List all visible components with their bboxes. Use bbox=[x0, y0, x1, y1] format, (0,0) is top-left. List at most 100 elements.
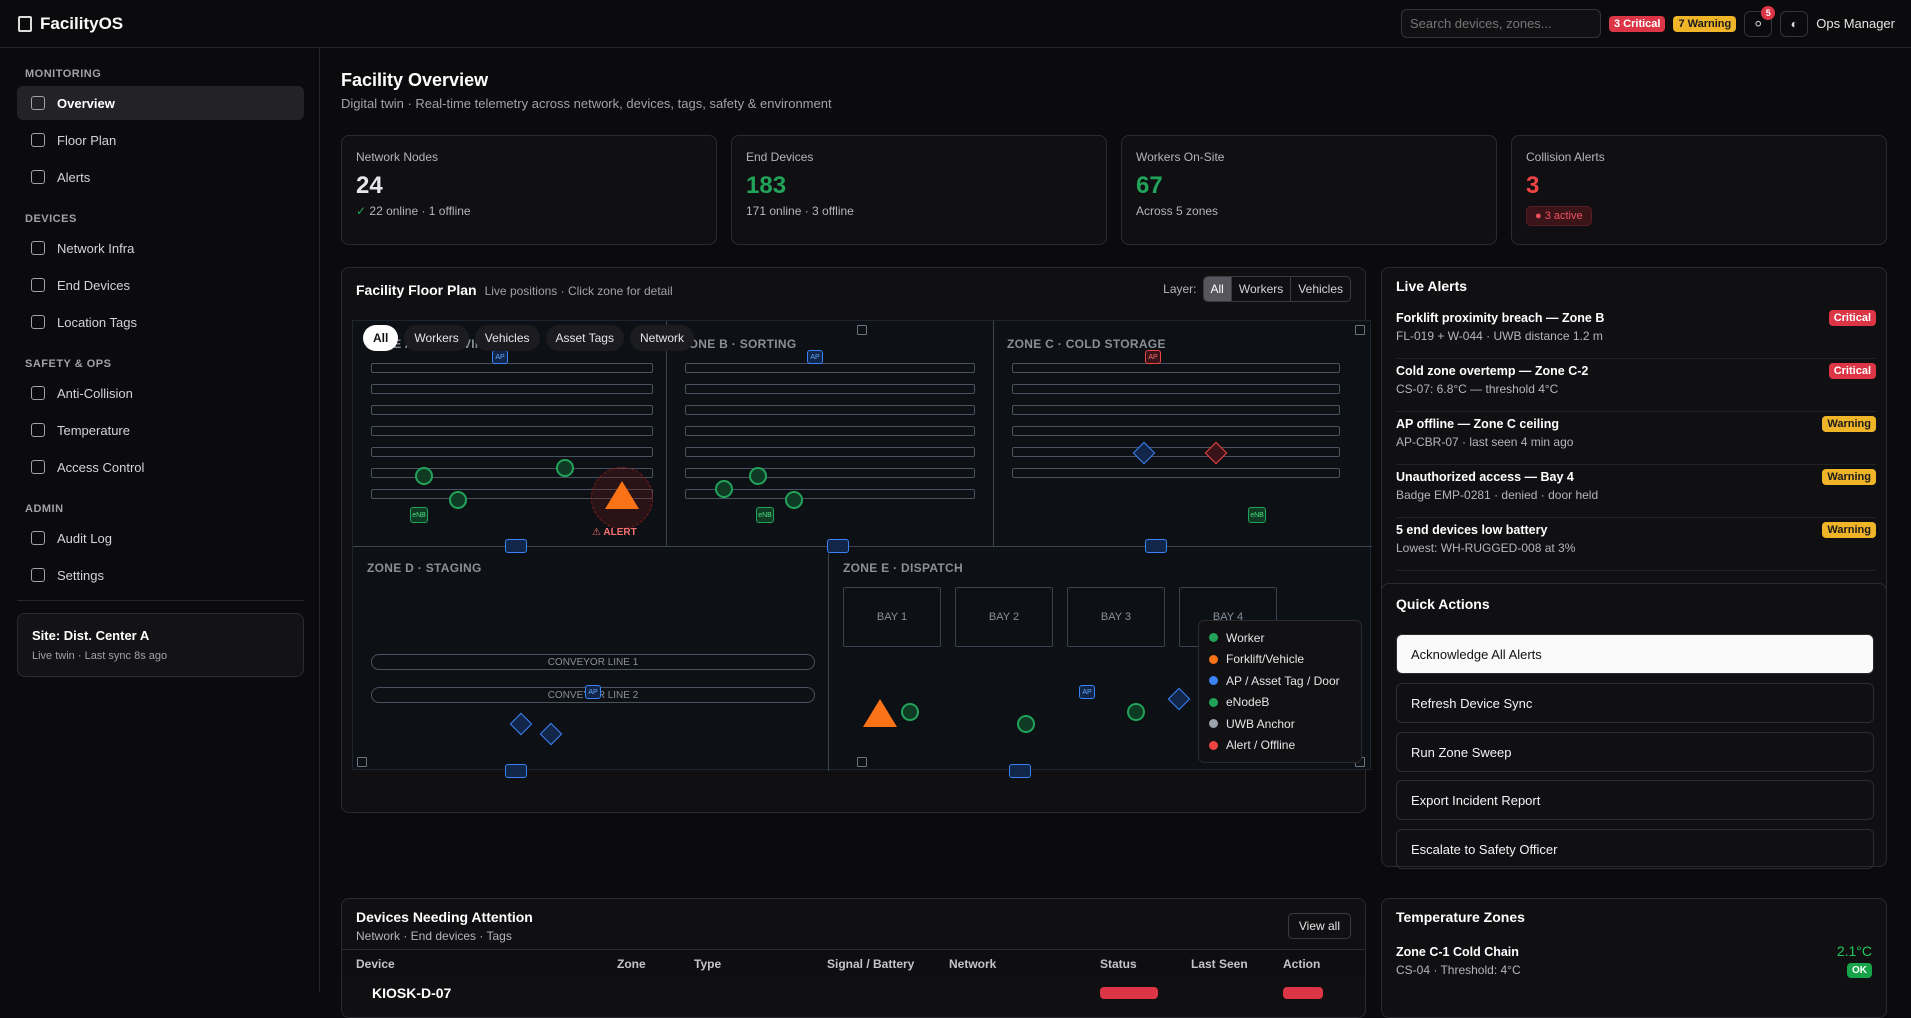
column-header[interactable]: Action bbox=[1283, 957, 1321, 971]
sidebar-item-floor-plan[interactable]: Floor Plan bbox=[17, 123, 304, 157]
run-zone-sweep-button[interactable]: Run Zone Sweep bbox=[1396, 732, 1874, 772]
sidebar-item-anti-collision[interactable]: Anti-Collision bbox=[17, 376, 304, 410]
stat-card-workers[interactable]: Workers On-Site 67 Across 5 zones bbox=[1121, 135, 1497, 245]
sidebar-item-label: Settings bbox=[57, 567, 104, 583]
layer-vehicles-button[interactable]: Vehicles bbox=[1290, 277, 1350, 301]
escalate-safety-officer-button[interactable]: Escalate to Safety Officer bbox=[1396, 829, 1874, 869]
asset-tag-alert[interactable] bbox=[1204, 441, 1228, 465]
bell-icon: ⚪ bbox=[1753, 16, 1764, 31]
forklift-marker[interactable] bbox=[605, 481, 639, 509]
worker-marker[interactable] bbox=[1127, 703, 1145, 721]
layer-all-button[interactable]: All bbox=[1203, 277, 1231, 301]
asset-tag[interactable] bbox=[509, 712, 533, 736]
worker-marker[interactable] bbox=[556, 459, 574, 477]
sidebar-item-temperature[interactable]: Temperature bbox=[17, 413, 304, 447]
alert-item[interactable]: Unauthorized access — Bay 4 Badge EMP-02… bbox=[1396, 465, 1876, 518]
door-sensor[interactable] bbox=[505, 764, 527, 778]
warning-badge[interactable]: 7 Warning bbox=[1673, 15, 1737, 32]
sidebar-item-access-control[interactable]: Access Control bbox=[17, 450, 304, 484]
device-name-cell[interactable]: KIOSK-D-07 bbox=[372, 985, 452, 1001]
access-point[interactable]: AP bbox=[807, 350, 823, 364]
stat-sub: ✓ 22 online · 1 offline bbox=[356, 204, 702, 218]
uwb-anchor[interactable] bbox=[857, 757, 867, 767]
critical-badge[interactable]: 3 Critical bbox=[1609, 15, 1666, 32]
alert-item[interactable]: Forklift proximity breach — Zone B FL-01… bbox=[1396, 306, 1876, 359]
chip-asset-tags[interactable]: Asset Tags bbox=[545, 325, 624, 351]
alert-item[interactable]: AP offline — Zone C ceiling AP-CBR-07 · … bbox=[1396, 412, 1876, 465]
enodeb[interactable]: eNB bbox=[756, 507, 774, 523]
access-point[interactable]: AP bbox=[492, 350, 508, 364]
alert-item[interactable]: 5 end devices low battery Lowest: WH-RUG… bbox=[1396, 518, 1876, 571]
access-point-offline[interactable]: AP bbox=[1145, 350, 1161, 364]
search-input[interactable] bbox=[1401, 9, 1601, 38]
layer-workers-button[interactable]: Workers bbox=[1230, 277, 1290, 301]
asset-tag[interactable] bbox=[1167, 687, 1191, 711]
bay-3[interactable]: BAY 3 bbox=[1067, 587, 1165, 647]
worker-marker[interactable] bbox=[449, 491, 467, 509]
stat-card-network-nodes[interactable]: Network Nodes 24 ✓ 22 online · 1 offline bbox=[341, 135, 717, 245]
zone-b-title[interactable]: ZONE B · SORTING bbox=[681, 337, 797, 351]
chip-network[interactable]: Network bbox=[629, 325, 694, 351]
column-header[interactable]: Type bbox=[694, 957, 722, 971]
chip-all[interactable]: All bbox=[363, 325, 399, 351]
zone-e-title[interactable]: ZONE E · DISPATCH bbox=[843, 561, 963, 575]
door-sensor[interactable] bbox=[1145, 539, 1167, 553]
bay-2[interactable]: BAY 2 bbox=[955, 587, 1053, 647]
column-header[interactable]: Last Seen bbox=[1191, 957, 1248, 971]
sidebar-item-audit-log[interactable]: Audit Log bbox=[17, 521, 304, 555]
alert-item[interactable]: Cold zone overtemp — Zone C-2 CS-07: 6.8… bbox=[1396, 359, 1876, 412]
refresh-device-sync-button[interactable]: Refresh Device Sync bbox=[1396, 683, 1874, 723]
stat-card-end-devices[interactable]: End Devices 183 171 online · 3 offline bbox=[731, 135, 1107, 245]
user-menu[interactable]: Ops Manager bbox=[1816, 16, 1895, 31]
zone-d-title[interactable]: ZONE D · STAGING bbox=[367, 561, 482, 575]
uwb-anchor[interactable] bbox=[857, 325, 867, 335]
theme-toggle-button[interactable]: ◐ bbox=[1780, 10, 1809, 37]
asset-tag[interactable] bbox=[1132, 441, 1156, 465]
sidebar-item-label: Floor Plan bbox=[57, 132, 117, 148]
zone-c-title[interactable]: ZONE C · COLD STORAGE bbox=[1007, 337, 1166, 351]
bay-1[interactable]: BAY 1 bbox=[843, 587, 941, 647]
acknowledge-all-button[interactable]: Acknowledge All Alerts bbox=[1396, 634, 1874, 674]
column-header[interactable]: Network bbox=[949, 957, 997, 971]
worker-marker[interactable] bbox=[1017, 715, 1035, 733]
uwb-anchor[interactable] bbox=[357, 757, 367, 767]
column-header[interactable]: Signal / Battery bbox=[827, 957, 915, 971]
worker-marker[interactable] bbox=[901, 703, 919, 721]
column-header[interactable]: Status bbox=[1100, 957, 1137, 971]
sidebar-item-location-tags[interactable]: Location Tags bbox=[17, 305, 304, 339]
stat-value: 183 bbox=[746, 172, 787, 199]
chip-vehicles[interactable]: Vehicles bbox=[474, 325, 540, 351]
door-sensor[interactable] bbox=[1009, 764, 1031, 778]
chip-workers[interactable]: Workers bbox=[404, 325, 469, 351]
sidebar-item-settings[interactable]: Settings bbox=[17, 558, 304, 592]
door-sensor[interactable] bbox=[505, 539, 527, 553]
temp-zone-name[interactable]: Zone C-1 Cold Chain bbox=[1396, 945, 1519, 959]
worker-marker[interactable] bbox=[715, 480, 733, 498]
uwb-anchor[interactable] bbox=[1355, 325, 1365, 335]
worker-marker[interactable] bbox=[415, 467, 433, 485]
floor-plan-map[interactable]: ZONE A · RECEIVING ZONE B · SORTING ZONE… bbox=[352, 320, 1372, 778]
notifications-button[interactable]: ⚪ 5 bbox=[1744, 5, 1776, 37]
forklift-marker[interactable] bbox=[863, 699, 897, 727]
enodeb[interactable]: eNB bbox=[410, 507, 428, 523]
sidebar-item-network-infra[interactable]: Network Infra bbox=[17, 231, 304, 265]
enodeb[interactable]: eNB bbox=[1248, 507, 1266, 523]
door-sensor[interactable] bbox=[827, 539, 849, 553]
conveyor-line-1[interactable]: CONVEYOR LINE 1 bbox=[371, 654, 815, 670]
site-card[interactable]: Site: Dist. Center A Live twin · Last sy… bbox=[17, 613, 304, 677]
asset-tag[interactable] bbox=[539, 722, 563, 746]
column-header[interactable]: Zone bbox=[617, 957, 646, 971]
stat-card-collision-alerts[interactable]: Collision Alerts 3 ● 3 active bbox=[1511, 135, 1887, 245]
export-incident-report-button[interactable]: Export Incident Report bbox=[1396, 780, 1874, 820]
sidebar-item-end-devices[interactable]: End Devices bbox=[17, 268, 304, 302]
sidebar-item-alerts[interactable]: Alerts bbox=[17, 160, 304, 194]
column-header[interactable]: Device bbox=[356, 957, 395, 971]
access-point[interactable]: AP bbox=[585, 685, 601, 699]
view-all-button[interactable]: View all bbox=[1287, 913, 1351, 939]
worker-marker[interactable] bbox=[749, 467, 767, 485]
app-brand[interactable]: FacilityOS bbox=[18, 14, 123, 34]
action-button[interactable] bbox=[1283, 987, 1323, 999]
worker-marker[interactable] bbox=[785, 491, 803, 509]
sidebar-item-overview[interactable]: Overview bbox=[17, 86, 304, 120]
access-point[interactable]: AP bbox=[1079, 685, 1095, 699]
